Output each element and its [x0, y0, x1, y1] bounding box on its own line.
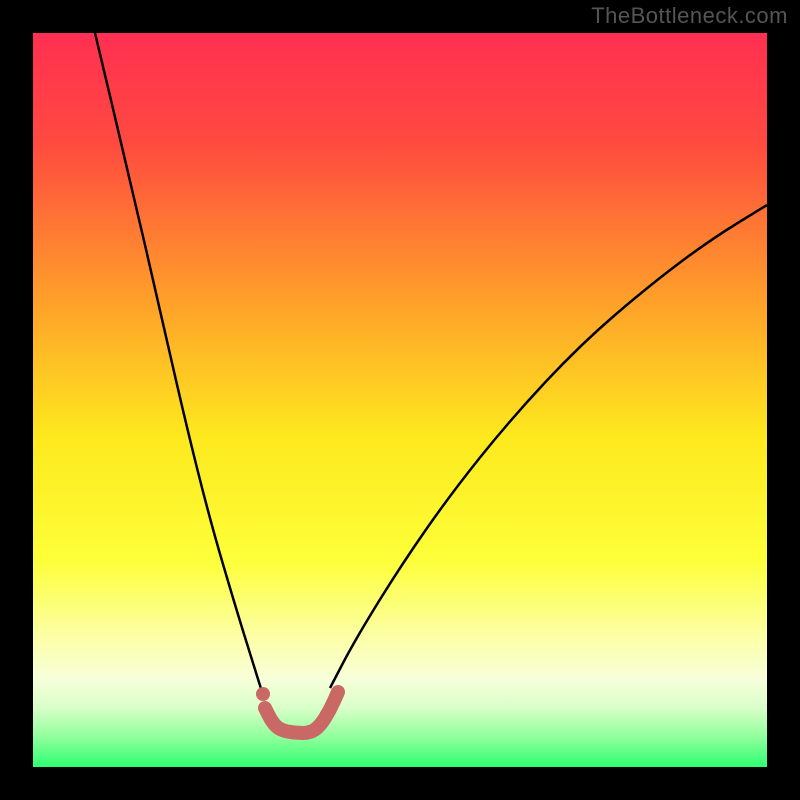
watermark-text: TheBottleneck.com: [591, 3, 788, 29]
chart-svg: [0, 0, 800, 800]
plot-area: [33, 33, 767, 767]
highlight-dot: [256, 687, 270, 701]
bottleneck-chart: TheBottleneck.com: [0, 0, 800, 800]
